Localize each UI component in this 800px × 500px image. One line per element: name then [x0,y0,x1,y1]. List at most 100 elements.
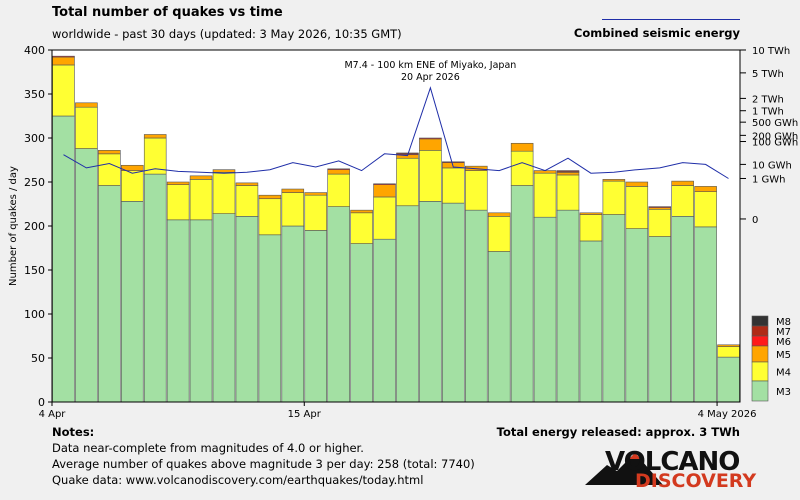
bar-M5-4 [143,134,167,139]
bar-M6-26 [648,206,671,208]
energy-tick-label-0: 0 [752,215,758,226]
bar-M3-19 [487,251,511,403]
energy-legend-line [602,19,740,20]
bar-M3-20 [510,185,534,403]
legend-swatch-M4 [751,361,769,382]
bar-M3-5 [166,219,190,403]
bar-M5-16 [419,138,442,151]
y-tick-label-150: 150 [24,264,45,277]
energy-tick-label-8: 5 TWh [752,69,784,80]
x-tick-label-1: 15 Apr [288,409,322,420]
bar-M4-6 [189,179,213,221]
legend-swatch-M3 [751,380,769,402]
bar-M5-8 [235,182,259,186]
bar-M3-7 [212,213,236,403]
quake-chart: 0 50 100 150 200 250 300 350 400 Number of quakes… [8,44,798,420]
bar-M5-10 [281,188,305,193]
bar-M4-17 [442,167,465,204]
bar-M4-9 [258,198,282,236]
x-tick-label-0: 4 Apr [39,409,67,420]
energy-tick-label-3: 100 GWh [752,138,798,149]
annotation-date: 20 Apr 2026 [401,72,460,83]
y-axis-label: Number of quakes / day [8,166,19,286]
bar-M3-2 [98,185,121,403]
notes-title: Notes: [52,425,95,439]
bar-M5-3 [121,164,144,171]
bar-M3-6 [189,219,213,403]
bar-M4-15 [396,157,419,207]
bar-M6-16 [419,137,442,140]
bar-M3-12 [327,206,350,403]
y-tick-label-200: 200 [24,220,45,233]
energy-tick-label-1: 1 GWh [752,174,786,185]
bar-M4-1 [75,106,98,149]
bar-M3-9 [258,234,282,403]
legend-label-M6: M6 [776,337,791,348]
legend-label-M7: M7 [776,327,791,338]
bar-M6-0 [52,55,75,58]
bar-M3-17 [442,202,465,403]
bar-M3-23 [579,240,603,403]
logo-text-discovery: DISCOVERY [635,470,757,492]
energy-tick-label-5: 500 GWh [752,118,798,129]
logo-text-volcano: VOLCANO [605,447,740,477]
bar-M4-20 [510,150,534,186]
bar-M4-24 [602,180,626,215]
bar-M4-13 [350,212,373,244]
bar-M7-17 [442,161,465,163]
bar-M4-28 [694,191,717,228]
bar-M3-15 [396,205,419,403]
bar-M4-21 [533,172,557,218]
volcano-logo-icon [585,453,663,485]
bar-M5-13 [350,209,373,214]
y-tick-label-400: 400 [24,44,45,57]
y-tick-label-250: 250 [24,176,45,189]
bar-M5-19 [487,212,511,217]
chart-subtitle: worldwide - past 30 days (updated: 3 May… [52,27,402,41]
y-tick-label-0: 0 [38,396,45,409]
bar-M3-28 [694,226,717,403]
bar-M4-8 [235,185,259,217]
bar-M4-18 [464,170,488,211]
note-line-average: Average number of quakes above magnitude… [52,457,475,471]
bar-M4-14 [373,196,396,240]
bar-M4-16 [419,150,442,202]
bar-M5-22 [556,172,580,176]
bar-M5-20 [510,142,534,152]
bar-M3-25 [625,228,649,403]
bar-M3-16 [419,201,442,403]
bar-M4-3 [121,170,144,202]
bar-M5-28 [694,186,717,192]
volcano-discovery-logo: VOLCANO DISCOVERY [585,445,765,495]
y-tick-label-50: 50 [31,352,45,365]
y-tick-label-300: 300 [24,132,45,145]
bar-M4-27 [671,185,694,217]
note-line-source: Quake data: www.volcanodiscovery.com/ear… [52,473,424,487]
legend-label-M5: M5 [776,350,791,361]
bar-M4-12 [327,173,350,207]
legend-swatch-M8 [751,315,769,327]
bar-M6-12 [327,168,350,170]
bar-M4-26 [648,208,671,237]
legend-label-M4: M4 [776,368,791,379]
energy-line [63,86,729,179]
legend-swatch-M6 [751,335,769,347]
bar-M3-26 [648,236,671,403]
annotation-event: M7.4 - 100 km ENE of Miyako, Japan [344,60,516,71]
energy-tick-label-9: 10 TWh [752,46,790,57]
bar-M4-19 [487,216,511,252]
bar-M5-0 [52,56,75,66]
bar-M3-3 [121,201,144,403]
bar-M3-4 [143,173,167,403]
bar-M5-24 [602,179,626,182]
bar-M3-27 [671,216,694,403]
energy-tick-label-6: 1 TWh [752,107,784,118]
y-tick-label-350: 350 [24,88,45,101]
bar-M7-22 [556,170,580,172]
bar-M5-7 [212,169,236,173]
bar-M5-11 [304,192,327,196]
bar-M3-18 [464,209,488,403]
bar-M3-29 [717,356,740,403]
bar-M3-8 [235,216,259,403]
bar-M4-10 [281,192,305,227]
